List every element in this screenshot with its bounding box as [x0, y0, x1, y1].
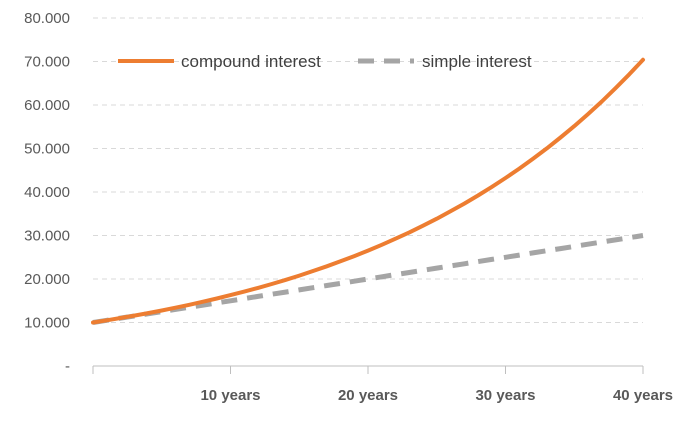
- y-tick-label: -: [65, 358, 70, 375]
- y-tick-label: 30.000: [24, 228, 70, 245]
- series-line-simple-interest: [92, 233, 644, 325]
- legend: compound interest simple interest: [118, 52, 532, 71]
- x-tick-label: 20 years: [338, 387, 398, 404]
- axes: [92, 365, 644, 374]
- y-tick-label: 20.000: [24, 271, 70, 288]
- y-axis-tick-labels: - 10.000 20.000 30.000 40.000 50.000 60.000 70.…: [24, 10, 70, 375]
- y-tick-label: 70.000: [24, 54, 70, 71]
- x-axis-tick-labels: 10 years 20 years 30 years 40 years: [200, 387, 673, 404]
- grid-lines: [93, 17, 643, 323]
- series-line-compound-interest: [91, 57, 645, 325]
- y-tick-label: 60.000: [24, 97, 70, 114]
- legend-label-compound-interest: compound interest: [181, 52, 321, 71]
- y-tick-label: 80.000: [24, 10, 70, 27]
- x-tick-label: 30 years: [475, 387, 535, 404]
- x-tick-label: 10 years: [200, 387, 260, 404]
- x-tick-label: 40 years: [613, 387, 673, 404]
- series-lines: [91, 57, 645, 325]
- y-tick-label: 10.000: [24, 315, 70, 332]
- y-tick-label: 50.000: [24, 141, 70, 158]
- legend-label-simple-interest: simple interest: [422, 52, 532, 71]
- y-tick-label: 40.000: [24, 184, 70, 201]
